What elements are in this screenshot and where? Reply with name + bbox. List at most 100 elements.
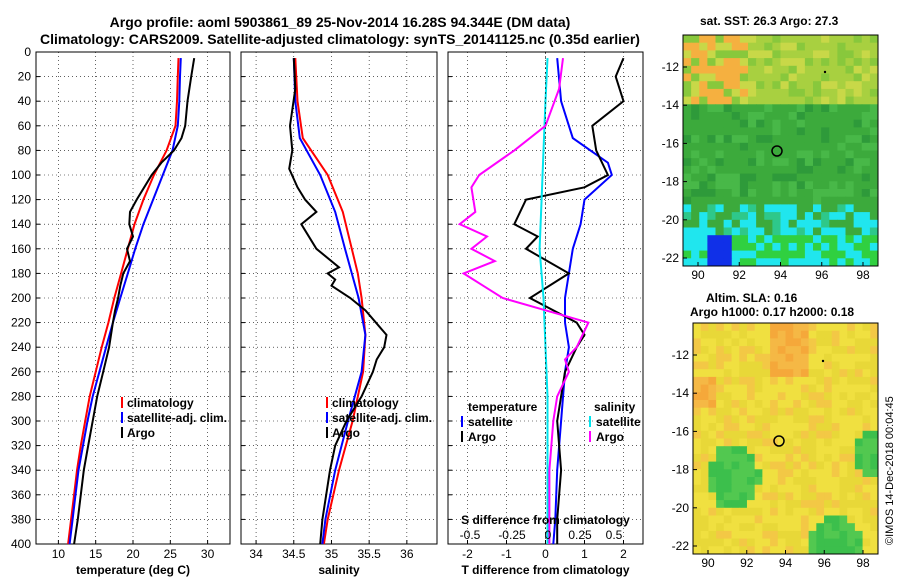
sst-map-cell xyxy=(821,112,830,121)
sla-map-cell xyxy=(716,492,725,501)
sst-map-cell xyxy=(756,219,765,228)
sst-map-cell xyxy=(699,235,708,244)
sst-map-cell xyxy=(861,142,871,151)
sst-map-cell xyxy=(837,227,847,236)
sst-map-cell xyxy=(699,250,708,259)
sla-map-cell xyxy=(800,538,810,547)
sla-map-cell xyxy=(777,361,786,370)
sst-map-cell xyxy=(788,65,798,74)
sla-map-cell xyxy=(739,446,748,455)
sst-map-cell xyxy=(748,258,757,267)
sla-map-cell xyxy=(700,546,709,555)
sst-map-cell xyxy=(804,73,814,82)
sst-map-cell xyxy=(788,50,798,59)
sst-map-cell xyxy=(756,212,765,221)
sla-map-cell xyxy=(870,407,879,416)
sla-map-cell xyxy=(808,353,817,362)
sst-map-cell xyxy=(861,158,871,167)
sla-map-cell xyxy=(770,492,779,501)
sla-map-cell xyxy=(862,323,871,332)
sla-map-cell xyxy=(824,515,833,524)
sst-map-cell xyxy=(788,212,798,221)
sla-map-cell xyxy=(831,430,840,439)
sla-map-cell xyxy=(777,492,786,501)
sla-map-cell xyxy=(700,338,709,347)
sst-map-cell xyxy=(861,150,871,159)
sla-map-cell xyxy=(731,523,740,532)
sla-map-cell xyxy=(754,430,763,439)
sst-map-cell xyxy=(764,73,773,82)
salinity-xtick-label: 34 xyxy=(249,547,263,561)
sst-map-cell xyxy=(796,135,806,144)
sla-map-cell xyxy=(739,453,748,463)
sla-map-cell xyxy=(831,546,840,555)
sla-map-cell xyxy=(746,338,756,347)
sst-map-cell xyxy=(715,150,725,159)
sla-map-cell xyxy=(716,515,725,524)
sla-map-cell xyxy=(793,453,802,463)
sst-map-cell xyxy=(715,65,725,74)
sst-map-cell xyxy=(861,35,871,44)
sla-map-cell xyxy=(762,530,771,540)
sst-map-cell xyxy=(723,42,733,51)
sst-map-cell xyxy=(731,242,741,252)
sst-map-cell xyxy=(739,242,749,252)
sst-map-cell xyxy=(723,165,733,175)
sla-map-cell xyxy=(831,507,840,516)
sla-map-cell xyxy=(731,430,740,439)
sla-map-cell xyxy=(762,353,771,362)
sla-map-cell xyxy=(739,538,748,547)
sst-map-cell xyxy=(699,35,708,44)
sla-map-cell xyxy=(831,392,840,401)
sst-map-cell xyxy=(853,127,863,136)
sst-map-cell xyxy=(853,81,863,90)
sst-map-cell xyxy=(723,189,733,198)
sst-map-cell xyxy=(715,88,725,98)
sst-map-cell xyxy=(804,50,814,59)
sst-map-cell xyxy=(699,119,708,128)
sst-map-cell xyxy=(707,65,717,74)
sst-map-cell xyxy=(772,189,782,198)
sla-map-cell xyxy=(854,523,864,532)
sst-map-cell xyxy=(764,35,773,44)
sla-map-cell xyxy=(854,530,864,540)
sla-map-cell xyxy=(862,330,871,339)
sla-map-cell xyxy=(824,407,833,416)
sla-map-cell xyxy=(777,538,786,547)
sla-map-cell xyxy=(739,500,748,509)
sst-map-cell xyxy=(845,165,855,175)
sst-map-cell xyxy=(796,196,806,205)
sla-map-cell xyxy=(723,477,733,486)
sla-map-cell xyxy=(793,546,802,555)
salinity-legend-label: climatology xyxy=(332,396,399,410)
sla-map-cell xyxy=(847,330,856,339)
sst-map-cell xyxy=(683,242,692,252)
sst-map-cell xyxy=(731,50,741,59)
sla-map-cell xyxy=(808,400,817,409)
sst-map-cell xyxy=(723,235,733,244)
sst-map-cell xyxy=(796,173,806,182)
sst-map-cell xyxy=(764,250,773,259)
sst-map-cell xyxy=(853,219,863,228)
sst-map-cell xyxy=(691,173,700,182)
sla-map-cell xyxy=(762,346,771,355)
sla-map-cell xyxy=(723,346,733,355)
sla-map-cell xyxy=(831,453,840,463)
sst-map-cell xyxy=(707,119,717,128)
sst-map-cell xyxy=(829,42,838,51)
diff-legend-salinity-title: salinity xyxy=(594,400,636,414)
sla-map-cell xyxy=(700,477,709,486)
sst-map-cell xyxy=(707,189,717,198)
diff-s-tick-label: 0.25 xyxy=(568,528,592,542)
sla-map-cell xyxy=(870,323,879,332)
salinity-xtick-label: 35.5 xyxy=(357,547,381,561)
sst-map-cell xyxy=(853,158,863,167)
sla-map-cell xyxy=(708,484,717,493)
sla-map-cell xyxy=(831,384,840,393)
sla-map-cell xyxy=(800,323,810,332)
sla-map-cell xyxy=(824,361,833,370)
sst-map-cell xyxy=(829,189,838,198)
sla-map-cell xyxy=(785,523,794,532)
sla-map-cell xyxy=(800,430,810,439)
sla-map-cell xyxy=(708,361,717,370)
